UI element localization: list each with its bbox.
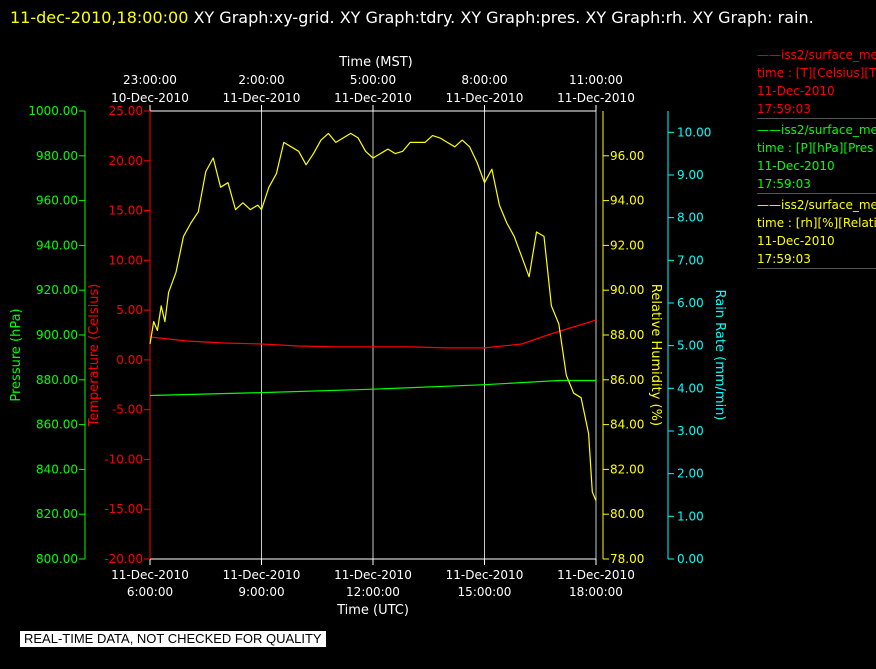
x-tick-label-time: 12:00:00 [346, 585, 400, 599]
y-tick-label-pressure: 1000.00 [28, 104, 78, 118]
y-tick-label-rh: 82.00 [610, 462, 644, 476]
x-top-tick-label-time: 2:00:00 [238, 73, 284, 87]
x-top-tick-label-time: 5:00:00 [350, 73, 396, 87]
y-tick-label-temperature: -20.00 [104, 552, 143, 566]
graph-header: 11-dec-2010,18:00:00 XY Graph:xy-grid. X… [10, 4, 860, 31]
y-tick-label-temperature: -5.00 [112, 403, 143, 417]
x-tick-label-date: 11-Dec-2010 [446, 568, 524, 582]
legend-item-pressure[interactable]: ——iss2/surface_me time : [P][hPa][Pres 1… [757, 121, 876, 194]
x-tick-label-time: 9:00:00 [238, 585, 284, 599]
legend-line: ——iss2/surface_me [757, 198, 876, 212]
y-tick-label-rain: 8.00 [677, 211, 704, 225]
y-tick-label-rain: 0.00 [677, 552, 704, 566]
x-tick-label-time: 18:00:00 [569, 585, 623, 599]
y-tick-label-rh: 92.00 [610, 238, 644, 252]
y-tick-label-rain: 6.00 [677, 296, 704, 310]
x-top-tick-label-date: 11-Dec-2010 [334, 91, 412, 105]
y-tick-label-rain: 10.00 [677, 125, 711, 139]
y-axis-title-rh: Relative Humidity (%) [648, 284, 663, 426]
y-tick-label-rain: 4.00 [677, 381, 704, 395]
y-tick-label-rain: 2.00 [677, 467, 704, 481]
y-tick-label-rain: 9.00 [677, 168, 704, 182]
header-timestamp: 11-dec-2010,18:00:00 [10, 8, 189, 27]
legend-item-temperature[interactable]: ——iss2/surface_me time : [T][Celsius][T … [757, 46, 876, 119]
y-tick-label-rain: 7.00 [677, 253, 704, 267]
y-tick-label-pressure: 900.00 [36, 328, 78, 342]
legend-date: 11-Dec-2010 [757, 159, 835, 173]
x-tick-label-date: 11-Dec-2010 [334, 568, 412, 582]
y-tick-label-pressure: 880.00 [36, 373, 78, 387]
legend-date: 11-Dec-2010 [757, 234, 835, 248]
legend-time: 17:59:03 [757, 177, 811, 191]
x-top-tick-label-date: 10-Dec-2010 [111, 91, 189, 105]
y-axis-title-pressure: Pressure (hPa) [9, 308, 24, 401]
y-tick-label-pressure: 920.00 [36, 283, 78, 297]
y-axis-title-rain: Rain Rate (mm/min) [712, 289, 727, 420]
y-tick-label-pressure: 860.00 [36, 418, 78, 432]
x-top-tick-label-date: 11-Dec-2010 [557, 91, 635, 105]
legend-desc: time : [T][Celsius][T [757, 66, 876, 80]
series-line-temperature [149, 319, 597, 349]
y-tick-label-temperature: 10.00 [109, 253, 143, 267]
legend-line: ——iss2/surface_me [757, 48, 876, 62]
y-tick-label-temperature: 5.00 [116, 303, 143, 317]
y-axis-title-temperature: Temperature (Celsius) [87, 284, 102, 428]
y-tick-label-rh: 84.00 [610, 418, 644, 432]
x-axis-title-bottom: Time (UTC) [336, 603, 409, 618]
x-tick-label-date: 11-Dec-2010 [223, 568, 301, 582]
y-tick-label-pressure: 960.00 [36, 194, 78, 208]
x-tick-label-date: 11-Dec-2010 [557, 568, 635, 582]
x-top-tick-label-time: 8:00:00 [461, 73, 507, 87]
legend-time: 17:59:03 [757, 102, 811, 116]
y-tick-label-temperature: 15.00 [109, 204, 143, 218]
legend-item-rh[interactable]: ——iss2/surface_me time : [rh][%][Relati … [757, 196, 876, 269]
y-tick-label-pressure: 840.00 [36, 462, 78, 476]
y-tick-label-rain: 3.00 [677, 424, 704, 438]
y-tick-label-rh: 88.00 [610, 328, 644, 342]
y-tick-label-pressure: 820.00 [36, 507, 78, 521]
quality-note: REAL-TIME DATA, NOT CHECKED FOR QUALITY [20, 631, 326, 647]
y-tick-label-rh: 78.00 [610, 552, 644, 566]
y-tick-label-rh: 90.00 [610, 283, 644, 297]
x-tick-label-time: 6:00:00 [127, 585, 173, 599]
legend-date: 11-Dec-2010 [757, 84, 835, 98]
x-top-tick-label-time: 23:00:00 [123, 73, 177, 87]
y-tick-label-pressure: 980.00 [36, 149, 78, 163]
legend-line: ——iss2/surface_me [757, 123, 876, 137]
y-tick-label-rh: 96.00 [610, 149, 644, 163]
y-tick-label-rh: 80.00 [610, 507, 644, 521]
y-tick-label-temperature: 25.00 [109, 104, 143, 118]
series-line-rh [149, 132, 597, 502]
y-tick-label-rh: 86.00 [610, 373, 644, 387]
legend-desc: time : [rh][%][Relati [757, 216, 876, 230]
y-tick-label-rain: 5.00 [677, 339, 704, 353]
x-axis-title-top: Time (MST) [338, 55, 413, 70]
y-tick-label-rh: 94.00 [610, 194, 644, 208]
y-tick-label-temperature: 20.00 [109, 154, 143, 168]
legend-time: 17:59:03 [757, 252, 811, 266]
y-tick-label-temperature: 0.00 [116, 353, 143, 367]
legend: ——iss2/surface_me time : [T][Celsius][T … [757, 46, 876, 271]
y-tick-label-pressure: 800.00 [36, 552, 78, 566]
y-tick-label-temperature: -15.00 [104, 502, 143, 516]
x-top-tick-label-time: 11:00:00 [569, 73, 623, 87]
y-tick-label-rain: 1.00 [677, 509, 704, 523]
x-top-tick-label-date: 11-Dec-2010 [446, 91, 524, 105]
legend-desc: time : [P][hPa][Pres [757, 141, 874, 155]
x-top-tick-label-date: 11-Dec-2010 [223, 91, 301, 105]
y-tick-label-pressure: 940.00 [36, 238, 78, 252]
x-tick-label-time: 15:00:00 [458, 585, 512, 599]
x-tick-label-date: 11-Dec-2010 [111, 568, 189, 582]
y-tick-label-temperature: -10.00 [104, 452, 143, 466]
header-titles: XY Graph:xy-grid. XY Graph:tdry. XY Grap… [193, 8, 814, 27]
series-line-pressure [149, 379, 596, 397]
